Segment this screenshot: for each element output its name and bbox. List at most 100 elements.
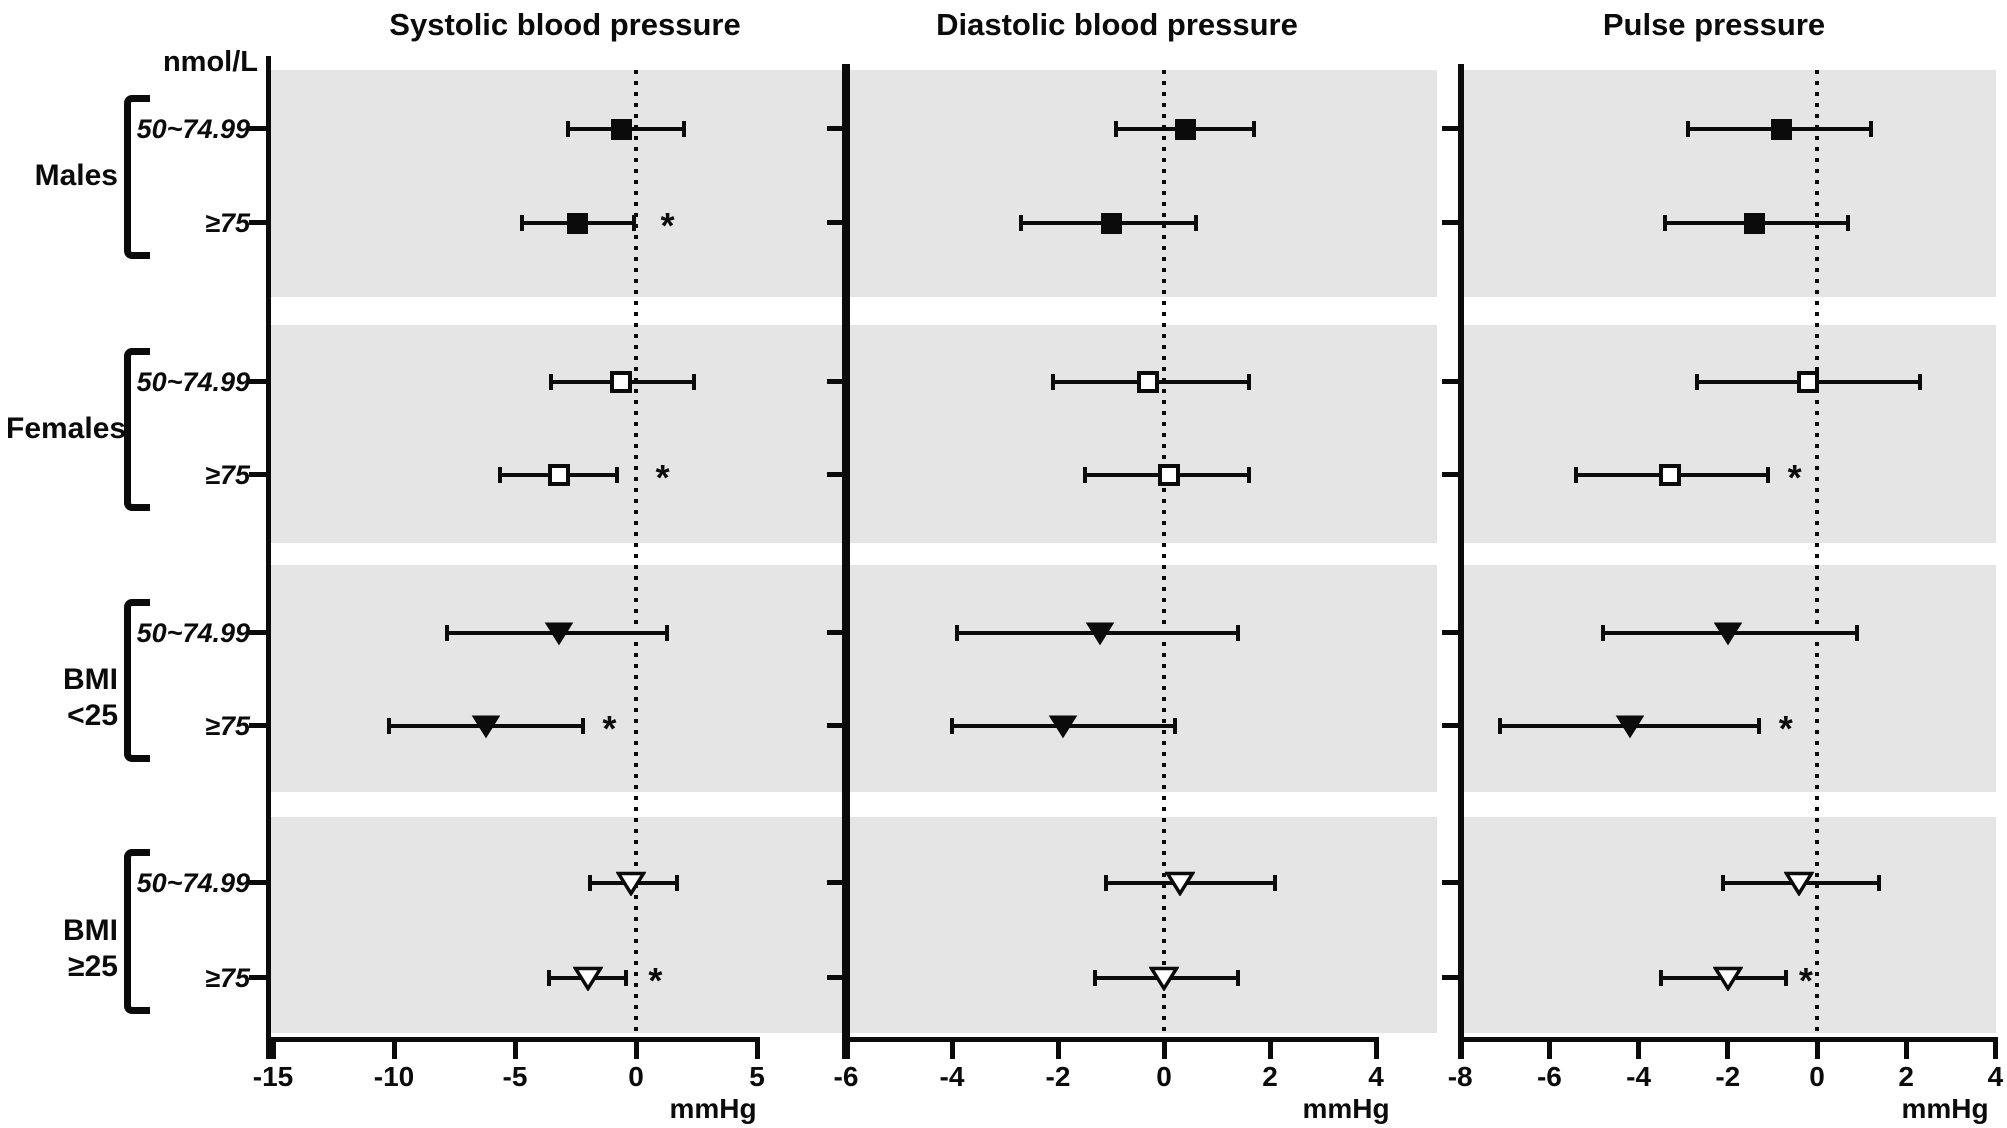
row-tick: [1442, 975, 1463, 980]
ci-cap: [549, 374, 554, 390]
row-tick: [827, 723, 848, 728]
ci-cap: [1663, 215, 1668, 231]
row-tick: [1442, 630, 1463, 635]
ci-cap: [1172, 718, 1177, 734]
ci-cap: [692, 374, 697, 390]
x-tick: [512, 1037, 518, 1059]
significance-asterisk: *: [1798, 960, 1813, 1001]
row-tick: [249, 126, 270, 131]
row-label: ≥75: [205, 460, 250, 490]
group-bracket: [124, 599, 150, 762]
x-tick: [1055, 1037, 1061, 1059]
row-label: 50~74.99: [136, 618, 250, 648]
ci-cap: [1246, 374, 1251, 390]
y-axis-line: [265, 56, 271, 1059]
x-tick-label: -10: [373, 1061, 415, 1092]
row-tick: [827, 975, 848, 980]
y-axis-line: [842, 64, 850, 1059]
point-estimate-marker: [1137, 371, 1160, 393]
ci-cap: [665, 625, 670, 641]
ci-cap: [1252, 121, 1257, 137]
significance-asterisk: *: [1787, 457, 1802, 498]
x-tick-label: -2: [1715, 1061, 1741, 1092]
background-band: [1464, 325, 1996, 543]
x-tick: [754, 1037, 760, 1059]
x-tick-label: 2: [1898, 1061, 1914, 1092]
x-tick-label: 5: [749, 1061, 765, 1092]
x-tick-label: -5: [502, 1061, 528, 1092]
ci-cap: [546, 970, 551, 986]
x-tick-label: 4: [1368, 1061, 1384, 1092]
point-estimate-marker: [1658, 464, 1681, 486]
x-tick: [843, 1037, 849, 1059]
ci-cap: [1050, 374, 1055, 390]
point-estimate-marker: [1164, 871, 1195, 896]
significance-asterisk: *: [648, 960, 663, 1001]
group-label-males: Males: [34, 159, 118, 192]
x-axis-unit-label: mmHg: [1302, 1093, 1390, 1124]
zero-reference-line: [1162, 70, 1166, 1040]
ci-cap: [1868, 121, 1873, 137]
ci-cap: [1498, 718, 1503, 734]
x-tick: [1373, 1037, 1379, 1059]
ci-cap: [1658, 970, 1663, 986]
ci-cap: [1783, 970, 1788, 986]
row-tick: [1442, 472, 1463, 477]
row-tick: [827, 379, 848, 384]
y-axis-line: [1458, 64, 1464, 1059]
x-tick: [1457, 1037, 1463, 1059]
point-estimate-marker: [1744, 212, 1766, 234]
panel-title: Diastolic blood pressure: [936, 7, 1298, 42]
point-estimate-marker: [1158, 464, 1181, 486]
ci-cap: [682, 121, 687, 137]
row-tick: [249, 472, 270, 477]
x-tick: [1814, 1037, 1820, 1059]
ci-cap: [1236, 970, 1241, 986]
x-tick: [1636, 1037, 1642, 1059]
ci-cap: [1757, 718, 1762, 734]
point-estimate-marker: [547, 464, 570, 486]
point-estimate-marker: [572, 966, 603, 991]
ci-cap: [580, 718, 585, 734]
group-bracket: [124, 95, 150, 259]
row-tick: [827, 630, 848, 635]
x-tick-label: 0: [628, 1061, 644, 1092]
x-tick-label: -8: [1447, 1061, 1473, 1092]
point-estimate-marker: [1100, 212, 1122, 234]
confidence-interval-bar: [1105, 881, 1276, 885]
row-label: 50~74.99: [136, 868, 250, 898]
point-estimate-marker: [567, 212, 589, 234]
row-tick: [827, 126, 848, 131]
ci-cap: [1114, 121, 1119, 137]
background-band: [271, 817, 1437, 1033]
row-tick: [827, 220, 848, 225]
group-bracket: [124, 849, 150, 1014]
ci-cap: [520, 215, 525, 231]
x-axis-line: [842, 1037, 1379, 1042]
x-tick-label: -2: [1045, 1061, 1071, 1092]
point-estimate-marker: [1149, 966, 1179, 991]
group-label-bmi-25: BMI <25: [63, 662, 118, 732]
x-tick: [1903, 1037, 1909, 1059]
row-tick: [249, 379, 270, 384]
x-tick-label: -15: [252, 1061, 294, 1092]
ci-cap: [1765, 467, 1770, 483]
row-label: ≥75: [205, 711, 250, 741]
x-tick-label: 0: [1809, 1061, 1825, 1092]
background-band: [271, 70, 1437, 297]
axis-header-label: nmol/L: [162, 46, 258, 78]
point-estimate-marker: [1713, 621, 1743, 646]
ci-cap: [1082, 467, 1087, 483]
x-tick: [1546, 1037, 1552, 1059]
ci-cap: [614, 467, 619, 483]
row-tick: [249, 723, 270, 728]
row-label: 50~74.99: [136, 367, 250, 397]
point-estimate-marker: [610, 371, 633, 393]
x-tick: [1725, 1037, 1731, 1059]
zero-reference-line: [634, 70, 638, 1040]
ci-cap: [1574, 467, 1579, 483]
ci-cap: [950, 718, 954, 734]
ci-cap: [445, 625, 450, 641]
x-tick-label: -4: [939, 1061, 965, 1092]
